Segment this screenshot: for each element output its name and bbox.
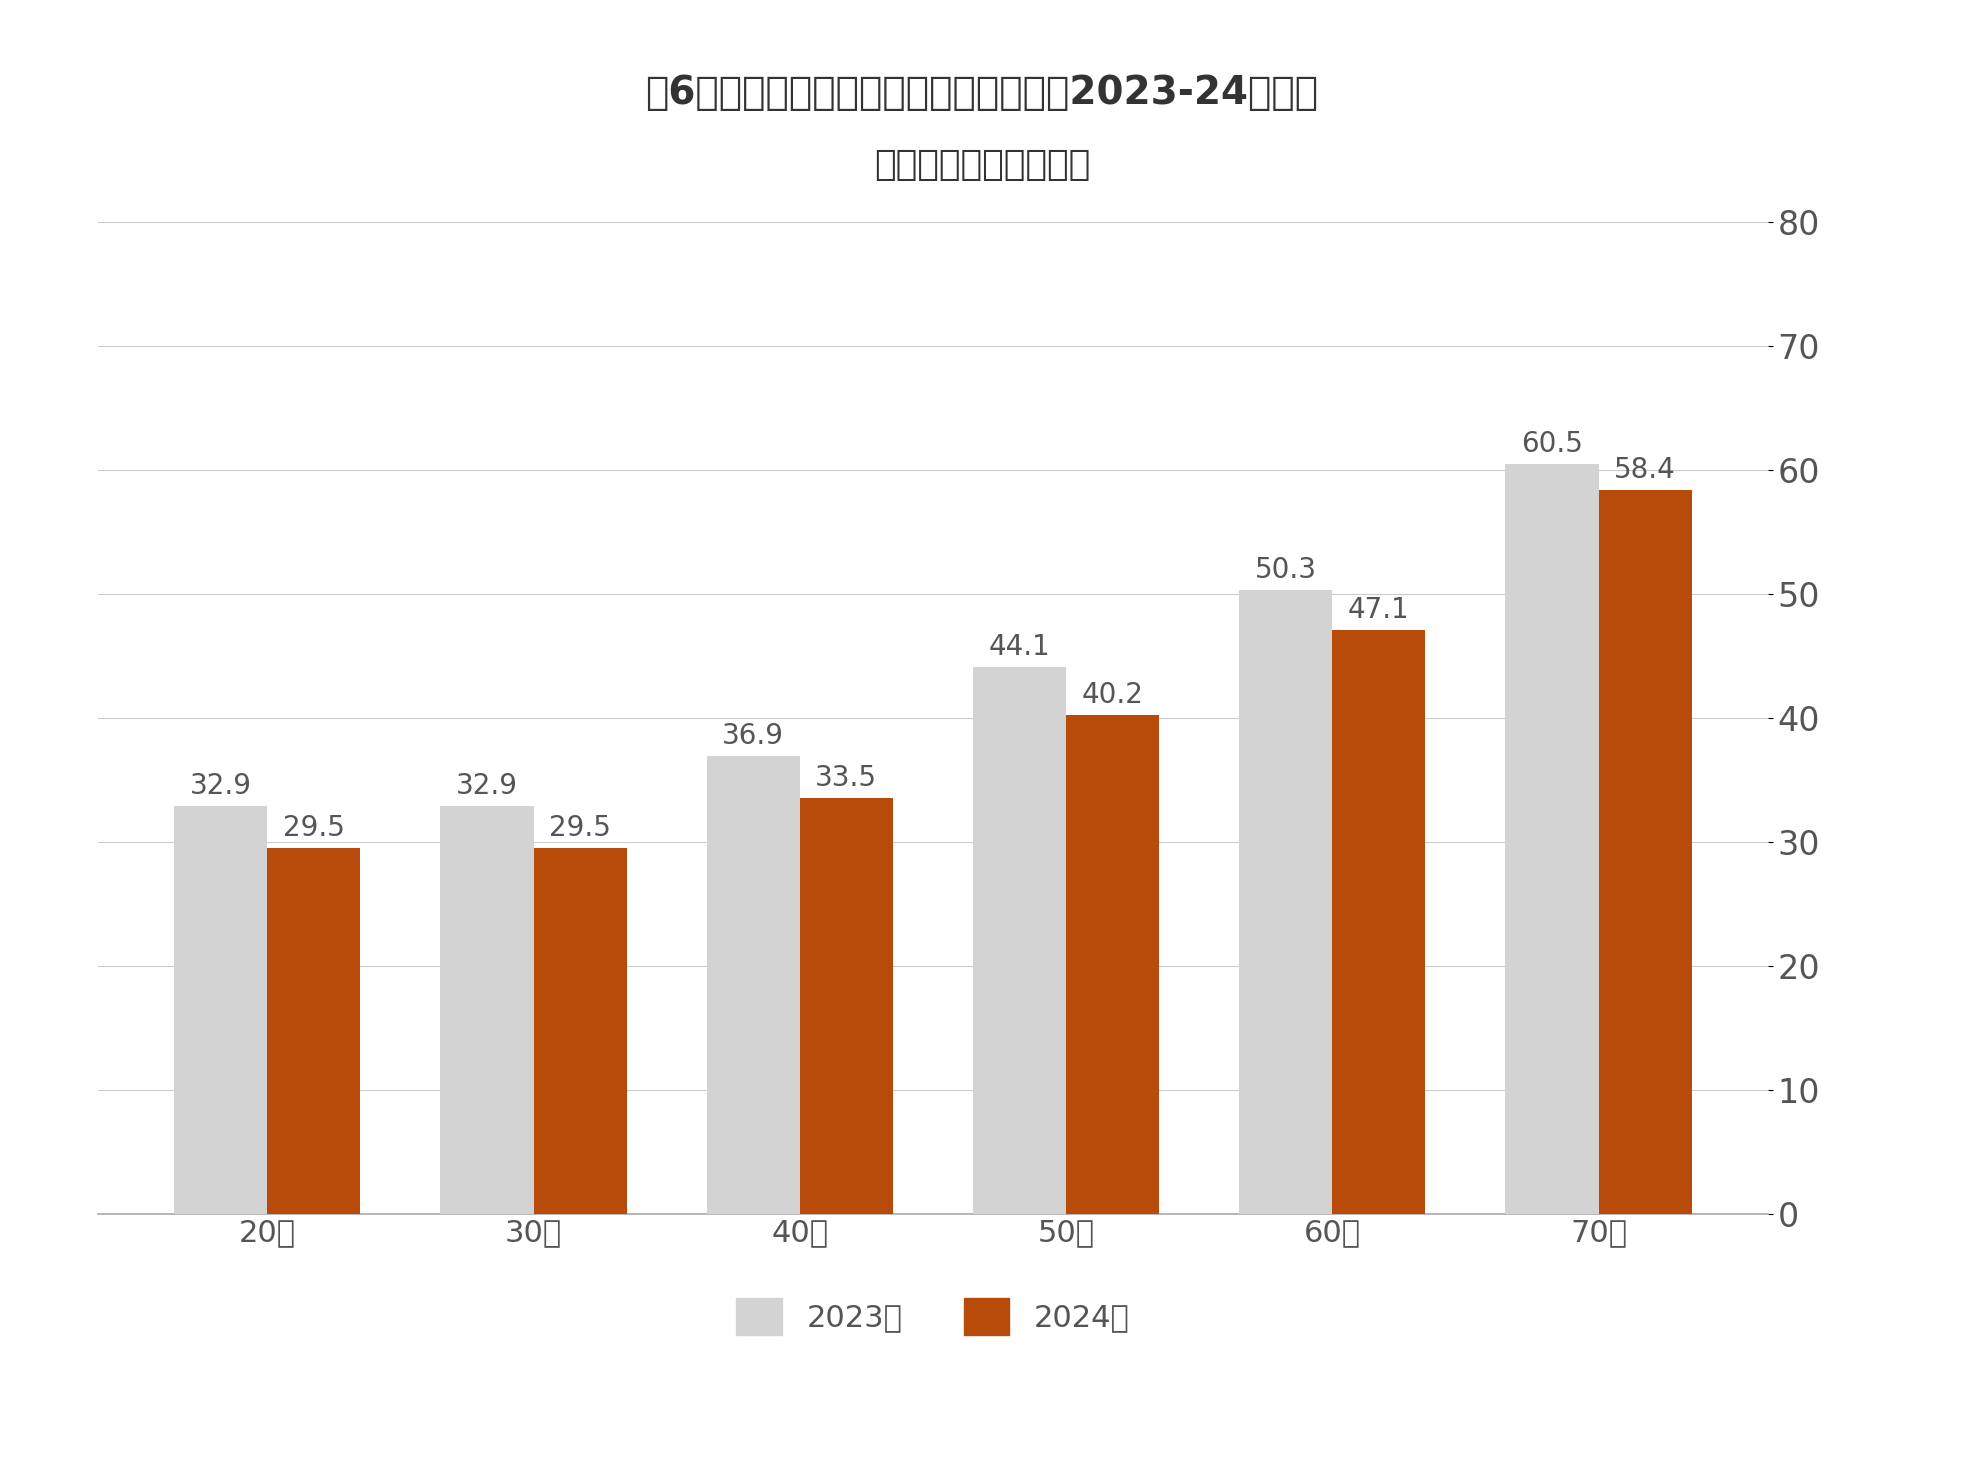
- Legend: 2023年, 2024年: 2023年, 2024年: [725, 1285, 1141, 1347]
- Bar: [799, 798, 894, 1214]
- Text: 60.5: 60.5: [1520, 429, 1583, 457]
- Text: 【女性】（単位：％）: 【女性】（単位：％）: [874, 148, 1090, 182]
- Text: 36.9: 36.9: [723, 722, 784, 750]
- Text: 58.4: 58.4: [1614, 456, 1675, 484]
- Bar: [440, 805, 534, 1214]
- Text: 32.9: 32.9: [456, 771, 518, 799]
- Text: 44.1: 44.1: [988, 633, 1051, 660]
- Bar: [972, 667, 1066, 1214]
- Text: 図6：スポーツファンの割合　年代別、2023-24年比較: 図6：スポーツファンの割合 年代別、2023-24年比較: [646, 74, 1318, 112]
- Bar: [175, 805, 267, 1214]
- Bar: [1599, 490, 1691, 1214]
- Bar: [534, 848, 627, 1214]
- Bar: [1066, 715, 1159, 1214]
- Text: 29.5: 29.5: [550, 814, 611, 842]
- Text: 33.5: 33.5: [815, 764, 878, 792]
- Text: 50.3: 50.3: [1255, 556, 1316, 585]
- Bar: [267, 848, 361, 1214]
- Text: 29.5: 29.5: [283, 814, 346, 842]
- Text: 47.1: 47.1: [1347, 595, 1410, 623]
- Bar: [707, 756, 799, 1214]
- Bar: [1332, 630, 1426, 1214]
- Bar: [1239, 591, 1332, 1214]
- Text: 32.9: 32.9: [191, 771, 251, 799]
- Text: 40.2: 40.2: [1082, 681, 1143, 709]
- Bar: [1504, 463, 1599, 1214]
